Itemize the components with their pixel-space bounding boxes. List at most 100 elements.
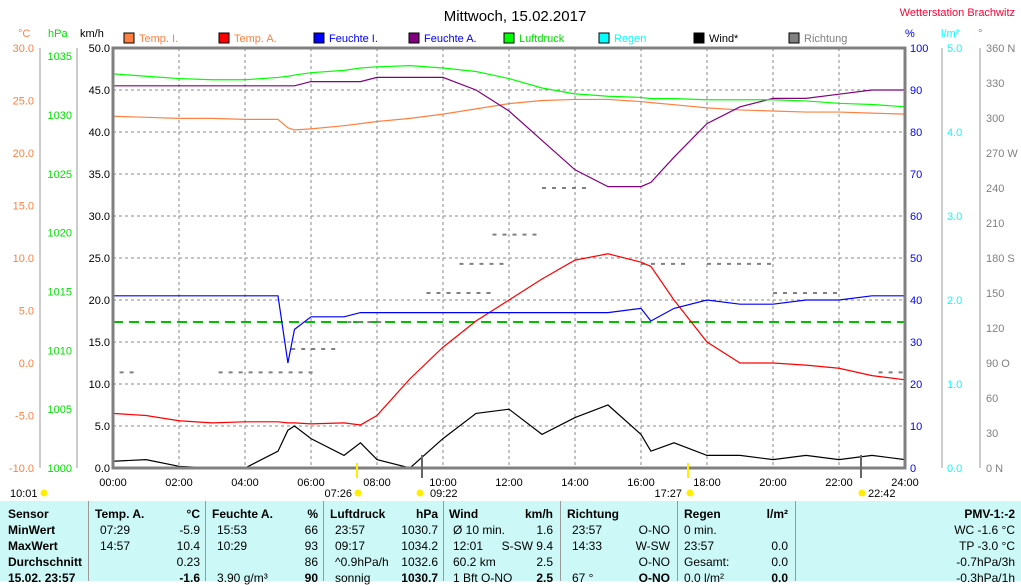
column-divider — [205, 501, 206, 581]
wind-value: 1.6 — [536, 523, 553, 537]
series-line-temp-a — [112, 253, 906, 426]
sun-event-moonset: 09:22 — [430, 488, 458, 500]
weather-chart: Mittwoch, 15.02.2017 Wetterstation Brach… — [9, 7, 1018, 500]
column-divider — [795, 501, 796, 581]
axis-tick-percent: 90 — [910, 85, 922, 97]
header-humidity: Feuchte A. — [212, 507, 273, 521]
temp-value: 0.23 — [176, 555, 200, 569]
rain-label: 0.0 l/m² — [684, 571, 725, 585]
axis-tick-percent: 10 — [910, 421, 922, 433]
legend-swatch — [218, 32, 230, 44]
rain-label: 23:57 — [684, 539, 715, 553]
axis-tick-direction: 210 — [986, 218, 1004, 230]
axis-unit-rain: l/m² — [941, 28, 960, 40]
x-tick-label: 10:00 — [429, 477, 457, 489]
axis-tick-rain: 2.0 — [947, 295, 962, 307]
legend-swatch — [788, 32, 800, 44]
axis-tick-percent: 40 — [910, 295, 922, 307]
axis-tick-kmh: 15.0 — [89, 337, 110, 349]
humidity-value: 90 — [304, 571, 318, 585]
rain-value: 0.0 — [771, 539, 788, 553]
wind-value: 2.5 — [536, 571, 553, 585]
axis-tick-direction: 270 W — [986, 148, 1018, 160]
pressure-value: 1032.6 — [401, 555, 438, 569]
sun-event-set: 17:27 — [654, 488, 682, 500]
pressure-time: 09:17 — [335, 539, 366, 553]
pressure-value: 1034.2 — [401, 539, 438, 553]
axis-tick-rain: 1.0 — [947, 379, 962, 391]
axis-tick-percent: 50 — [910, 253, 922, 265]
series-line-temp-i — [112, 98, 906, 131]
wind-label: Ø 10 min. — [453, 523, 506, 537]
sun-event-moon_other: 10:01 — [10, 488, 38, 500]
direction-time: 23:57 — [572, 523, 603, 537]
header-pmv: PMV-1:-2 — [964, 507, 1015, 521]
axis-tick-percent: 0 — [910, 463, 916, 475]
legend-swatch — [408, 32, 420, 44]
axis-tick-percent: 20 — [910, 379, 922, 391]
sun-event-rise: 07:26 — [324, 488, 352, 500]
pressure-time: ^0.9hPa/h — [335, 555, 389, 569]
header-humidity-unit: % — [307, 507, 318, 521]
header-sensor: Sensor — [8, 507, 49, 521]
axis-tick-celsius: -10.0 — [9, 463, 34, 475]
legend-label: Wind* — [709, 33, 739, 45]
axis-tick-direction: 240 — [986, 183, 1004, 195]
series-line-feuchte-a — [113, 76, 905, 188]
legend-label: Luftdruck — [519, 33, 565, 45]
x-tick-label: 22:00 — [825, 477, 853, 489]
axis-tick-percent: 60 — [910, 211, 922, 223]
direction-value: O-NO — [638, 523, 670, 537]
axis-tick-kmh: 10.0 — [89, 379, 110, 391]
axis-tick-percent: 30 — [910, 337, 922, 349]
x-tick-label: 16:00 — [627, 477, 655, 489]
axis-tick-hpa: 1030 — [48, 110, 72, 122]
legend-label: Richtung — [804, 33, 847, 45]
axis-tick-direction: 150 — [986, 288, 1004, 300]
rain-value: 0.0 — [771, 571, 788, 585]
direction-value: O-NO — [638, 555, 670, 569]
x-tick-label: 14:00 — [561, 477, 589, 489]
legend-swatch — [123, 32, 135, 44]
direction-value: O-NO — [638, 571, 670, 585]
axis-tick-direction: 360 N — [986, 43, 1015, 55]
sun-event-moonrise: 22:42 — [868, 488, 896, 500]
pmv-value: WC -1.6 °C — [954, 523, 1015, 537]
axis-tick-direction: 180 S — [986, 253, 1015, 265]
axis-unit-kmh: km/h — [80, 28, 104, 40]
pmv-value: -0.3hPa/1h — [956, 571, 1015, 585]
axis-tick-percent: 100 — [910, 43, 928, 55]
x-tick-label: 04:00 — [231, 477, 259, 489]
axis-tick-hpa: 1010 — [48, 345, 72, 357]
axis-tick-kmh: 30.0 — [89, 211, 110, 223]
header-pressure-unit: hPa — [415, 507, 438, 521]
temp-value: -1.6 — [179, 571, 200, 585]
header-wind: Wind — [449, 507, 479, 521]
x-tick-label: 12:00 — [495, 477, 523, 489]
axis-tick-direction: 60 — [986, 393, 998, 405]
legend-label: Temp. I. — [139, 33, 178, 45]
axis-tick-kmh: 45.0 — [89, 85, 110, 97]
temp-time: 14:57 — [100, 539, 131, 553]
column-divider — [677, 501, 678, 581]
axis-tick-kmh: 50.0 — [89, 43, 110, 55]
direction-time: 67 ° — [572, 571, 594, 585]
axis-tick-celsius: 25.0 — [13, 96, 34, 108]
x-tick-label: 20:00 — [759, 477, 787, 489]
pressure-time: sonnig — [335, 571, 371, 585]
humidity-value: 86 — [304, 555, 318, 569]
axis-tick-direction: 120 — [986, 323, 1004, 335]
legend-label: Temp. A. — [234, 33, 277, 45]
axis-tick-direction: 0 N — [986, 463, 1003, 475]
series-line-wind — [112, 404, 906, 469]
humidity-time: 3.90 g/m³ — [217, 571, 268, 585]
x-tick-label: 06:00 — [297, 477, 325, 489]
moon-icon — [858, 489, 866, 497]
axis-tick-celsius: -5.0 — [15, 411, 34, 423]
axis-tick-kmh: 0.0 — [95, 463, 110, 475]
column-divider — [88, 501, 89, 581]
wind-label: 60.2 km — [453, 555, 496, 569]
statistics-table: Sensor Temp. A. °C Feuchte A.% Luftdruck hPa W… — [0, 501, 1021, 585]
moon-icon — [416, 489, 424, 497]
column-divider — [323, 501, 324, 581]
